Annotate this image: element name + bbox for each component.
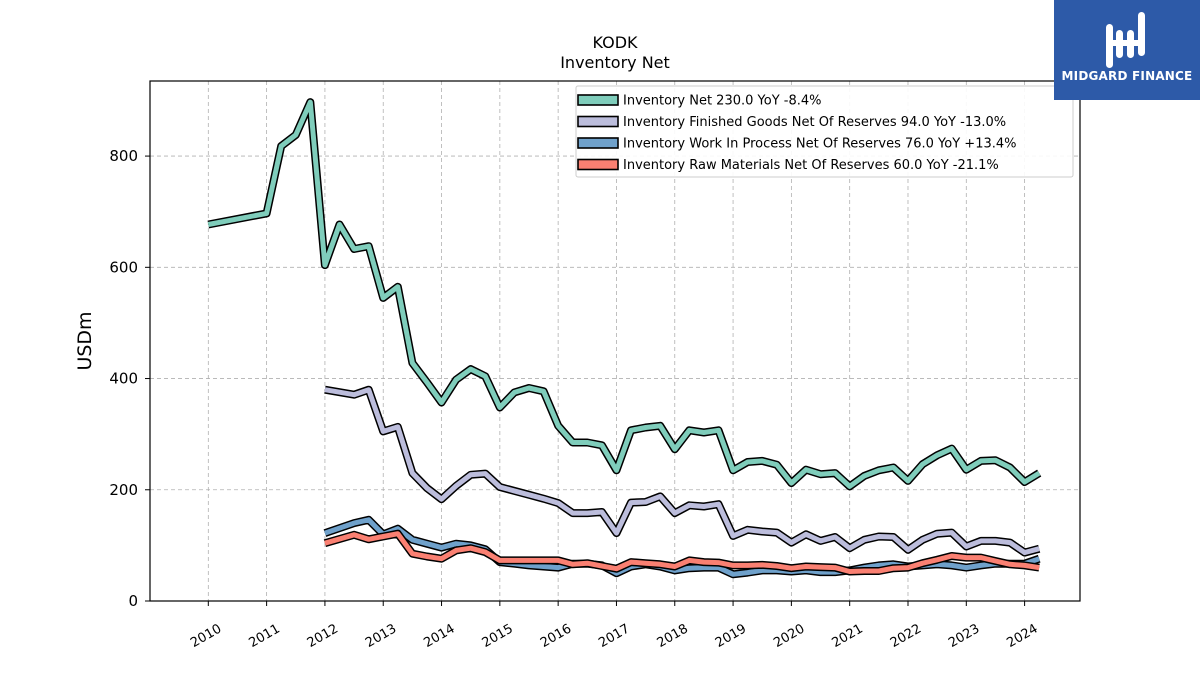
series-line-1: [207, 99, 1041, 489]
legend-label-1: Inventory Net 230.0 YoY -8.4%: [623, 94, 822, 109]
y-tick-label: 800: [109, 147, 138, 165]
y-tick-label: 400: [109, 370, 138, 388]
legend-swatch-1: [577, 94, 619, 106]
series-lines: [207, 98, 1042, 579]
brand-logo: MIDGARD FINANCE: [1054, 0, 1200, 100]
series-line-4: [324, 531, 1040, 574]
legend-swatch-3: [577, 137, 619, 149]
plot-frame: [149, 80, 1081, 602]
chart-subtitle: Inventory Net: [560, 53, 670, 72]
legend-box: [575, 85, 1074, 178]
legend-label-4: Inventory Raw Materials Net Of Reserves …: [623, 158, 999, 173]
series-line-2: [324, 387, 1040, 556]
y-tick-label: 600: [109, 258, 138, 276]
legend-swatch-2: [577, 115, 619, 128]
legend-label-2: Inventory Finished Goods Net Of Reserves…: [623, 115, 1006, 130]
y-tick-label: 200: [109, 481, 138, 499]
brand-name: MIDGARD FINANCE: [1061, 69, 1193, 83]
legend: Inventory Net 230.0 YoY -8.4% Inventory F…: [575, 85, 1074, 178]
y-tick-label: 0: [128, 592, 138, 610]
chart-title: KODK: [592, 33, 638, 52]
legend-swatch-4: [577, 158, 619, 171]
brand-mark-icon: [1106, 12, 1145, 68]
y-axis-label: USDm: [74, 311, 96, 370]
legend-label-3: Inventory Work In Process Net Of Reserve…: [623, 137, 1017, 152]
